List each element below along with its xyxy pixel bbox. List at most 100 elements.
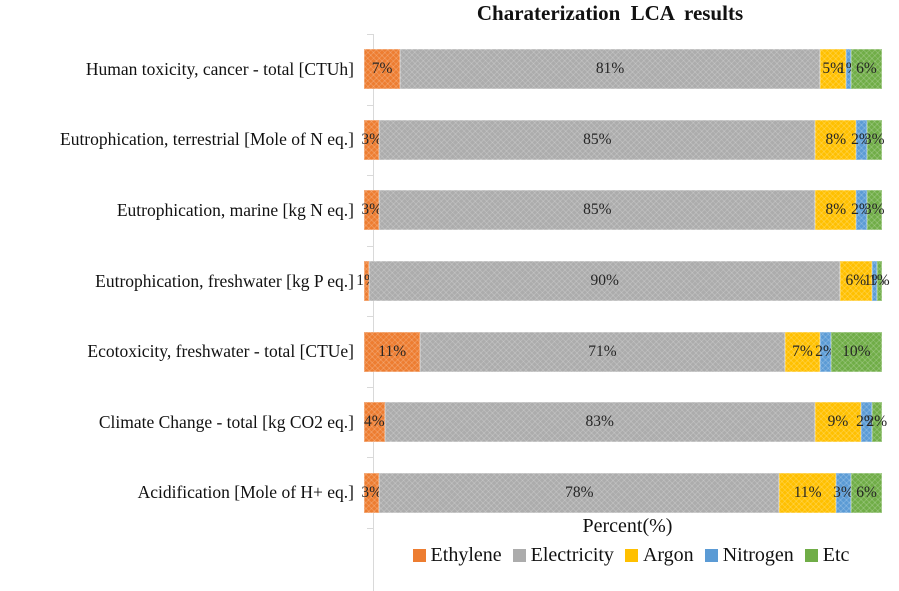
legend-swatch-icon — [804, 549, 818, 562]
category-label: Acidification [Mole of H+ eq.] — [137, 482, 354, 503]
segment-value-label: 4% — [364, 413, 385, 431]
bar-segment-etc: 2% — [866, 402, 887, 443]
legend-swatch-icon — [412, 549, 426, 562]
plot-area: Human toxicity, cancer - total [CTUh] 7% 8… — [0, 34, 890, 528]
bar-row: Climate Change - total [kg CO2 eq.] 4% 83%… — [0, 387, 887, 458]
legend-label: Nitrogen — [722, 544, 794, 566]
bar-segment-argon: 5% — [819, 49, 846, 90]
legend-item-nitrogen: Nitrogen — [704, 544, 794, 567]
category-label: Human toxicity, cancer - total [CTUh] — [85, 58, 354, 79]
bar-segment-ethylene: 7% — [364, 49, 401, 90]
legend-swatch-icon — [512, 549, 526, 562]
segment-value-label: 10% — [842, 342, 871, 360]
axis-tick — [367, 245, 373, 247]
bar-segment-ethylene: 11% — [364, 331, 421, 372]
category-label: Eutrophication, freshwater [kg P eq.] — [95, 270, 354, 291]
legend-swatch-icon — [624, 549, 638, 562]
legend-label: Argon — [642, 544, 694, 566]
axis-tick — [367, 316, 373, 318]
bar-row: Ecotoxicity, freshwater - total [CTUe] 11… — [0, 316, 882, 387]
bar-segment-ethylene: 3% — [361, 190, 382, 231]
bar-segment-argon: 9% — [814, 402, 862, 443]
bar-segment-nitrogen: 2% — [856, 402, 877, 443]
axis-tick — [367, 386, 373, 388]
bar-segment-etc: 3% — [863, 119, 885, 160]
bar-row: Acidification [Mole of H+ eq.] 3% 78% 11% 3%… — [0, 457, 882, 528]
bar-track: 4% 83% 9% 2% 2% — [364, 402, 887, 443]
bar-segment-electricity: 81% — [400, 49, 820, 90]
segment-value-label: 9% — [827, 413, 849, 431]
bar-segment-etc: 3% — [864, 190, 885, 231]
bar-segment-argon: 11% — [779, 472, 836, 513]
legend-item-etc: Etc — [804, 544, 850, 567]
bar-row: Eutrophication, freshwater [kg P eq.] 1% 9… — [0, 246, 890, 317]
segment-value-label: 8% — [825, 130, 847, 148]
legend: Ethylene Electricity Argon Nitrogen Etc — [368, 544, 894, 567]
bar-segment-etc: 6% — [851, 472, 882, 513]
bar-segment-electricity: 83% — [384, 402, 815, 443]
segment-value-label: 11% — [793, 483, 822, 501]
y-axis-line — [373, 34, 374, 591]
segment-value-label: 90% — [590, 272, 619, 290]
bar-segment-etc: 1% — [869, 261, 890, 302]
bar-row: Eutrophication, marine [kg N eq.] 3% 85% 8%… — [0, 175, 885, 246]
bar-track: 3% 85% 8% 2% 3% — [361, 119, 885, 160]
legend-swatch-icon — [704, 549, 718, 562]
category-label: Eutrophication, marine [kg N eq.] — [116, 199, 354, 220]
bar-track: 7% 81% 5% 1% 6% — [364, 49, 882, 90]
segment-value-label: 6% — [856, 60, 877, 78]
legend-item-ethylene: Ethylene — [412, 544, 502, 567]
axis-tick — [367, 104, 373, 106]
segment-value-label: 6% — [856, 483, 877, 501]
segment-value-label: 85% — [583, 201, 612, 219]
segment-value-label: 7% — [792, 342, 813, 360]
bar-track: 11% 71% 7% 2% 10% — [364, 331, 882, 372]
bar-segment-etc: 10% — [830, 331, 882, 372]
bar-segment-electricity: 85% — [379, 119, 816, 160]
bar-segment-electricity: 90% — [369, 261, 841, 302]
x-axis-label: Percent(%) — [582, 515, 673, 537]
segment-value-label: 3% — [863, 130, 885, 148]
category-label: Eutrophication, terrestrial [Mole of N e… — [60, 129, 354, 150]
bar-segment-electricity: 71% — [420, 331, 785, 372]
segment-value-label: 7% — [371, 60, 393, 78]
legend-item-electricity: Electricity — [512, 544, 614, 567]
legend-label: Ethylene — [430, 544, 502, 566]
segment-value-label: 83% — [585, 413, 614, 431]
bar-segment-ethylene: 4% — [364, 402, 385, 443]
bar-track: 3% 85% 8% 2% 3% — [361, 190, 885, 231]
bar-segment-nitrogen: 3% — [833, 472, 854, 513]
bar-segment-nitrogen: 2% — [815, 331, 836, 372]
bar-segment-ethylene: 3% — [361, 472, 382, 513]
bar-segment-argon: 8% — [815, 119, 857, 160]
bar-row: Eutrophication, terrestrial [Mole of N e… — [0, 105, 885, 176]
bar-segment-argon: 6% — [840, 261, 872, 302]
segment-value-label: 6% — [845, 272, 867, 290]
chart-title: Charaterization LCA results — [476, 1, 744, 25]
category-label: Climate Change - total [kg CO2 eq.] — [98, 411, 354, 432]
segment-value-label: 8% — [825, 201, 847, 219]
legend-item-argon: Argon — [624, 544, 694, 567]
bar-segment-argon: 7% — [784, 331, 821, 372]
bar-track: 3% 78% 11% 3% 6% — [361, 472, 882, 513]
bar-segment-argon: 8% — [815, 190, 857, 231]
bar-segment-nitrogen: 2% — [851, 190, 872, 231]
segment-value-label: 11% — [378, 342, 407, 360]
legend-label: Electricity — [530, 544, 614, 566]
axis-tick — [367, 175, 373, 177]
bar-segment-electricity: 78% — [379, 472, 780, 513]
segment-value-label: 78% — [565, 483, 594, 501]
legend-label: Etc — [822, 544, 850, 566]
bar-segment-etc: 6% — [850, 49, 882, 90]
category-label: Ecotoxicity, freshwater - total [CTUe] — [87, 341, 354, 362]
bar-segment-electricity: 85% — [379, 190, 816, 231]
bar-track: 1% 90% 6% 1% 1% — [356, 261, 890, 302]
bar-segment-nitrogen: 2% — [851, 119, 872, 160]
segment-value-label: 85% — [583, 130, 612, 148]
axis-tick — [367, 457, 373, 459]
segment-value-label: 5% — [822, 60, 844, 78]
segment-value-label: 71% — [588, 342, 617, 360]
bar-segment-ethylene: 3% — [361, 119, 382, 160]
axis-tick — [367, 34, 373, 35]
